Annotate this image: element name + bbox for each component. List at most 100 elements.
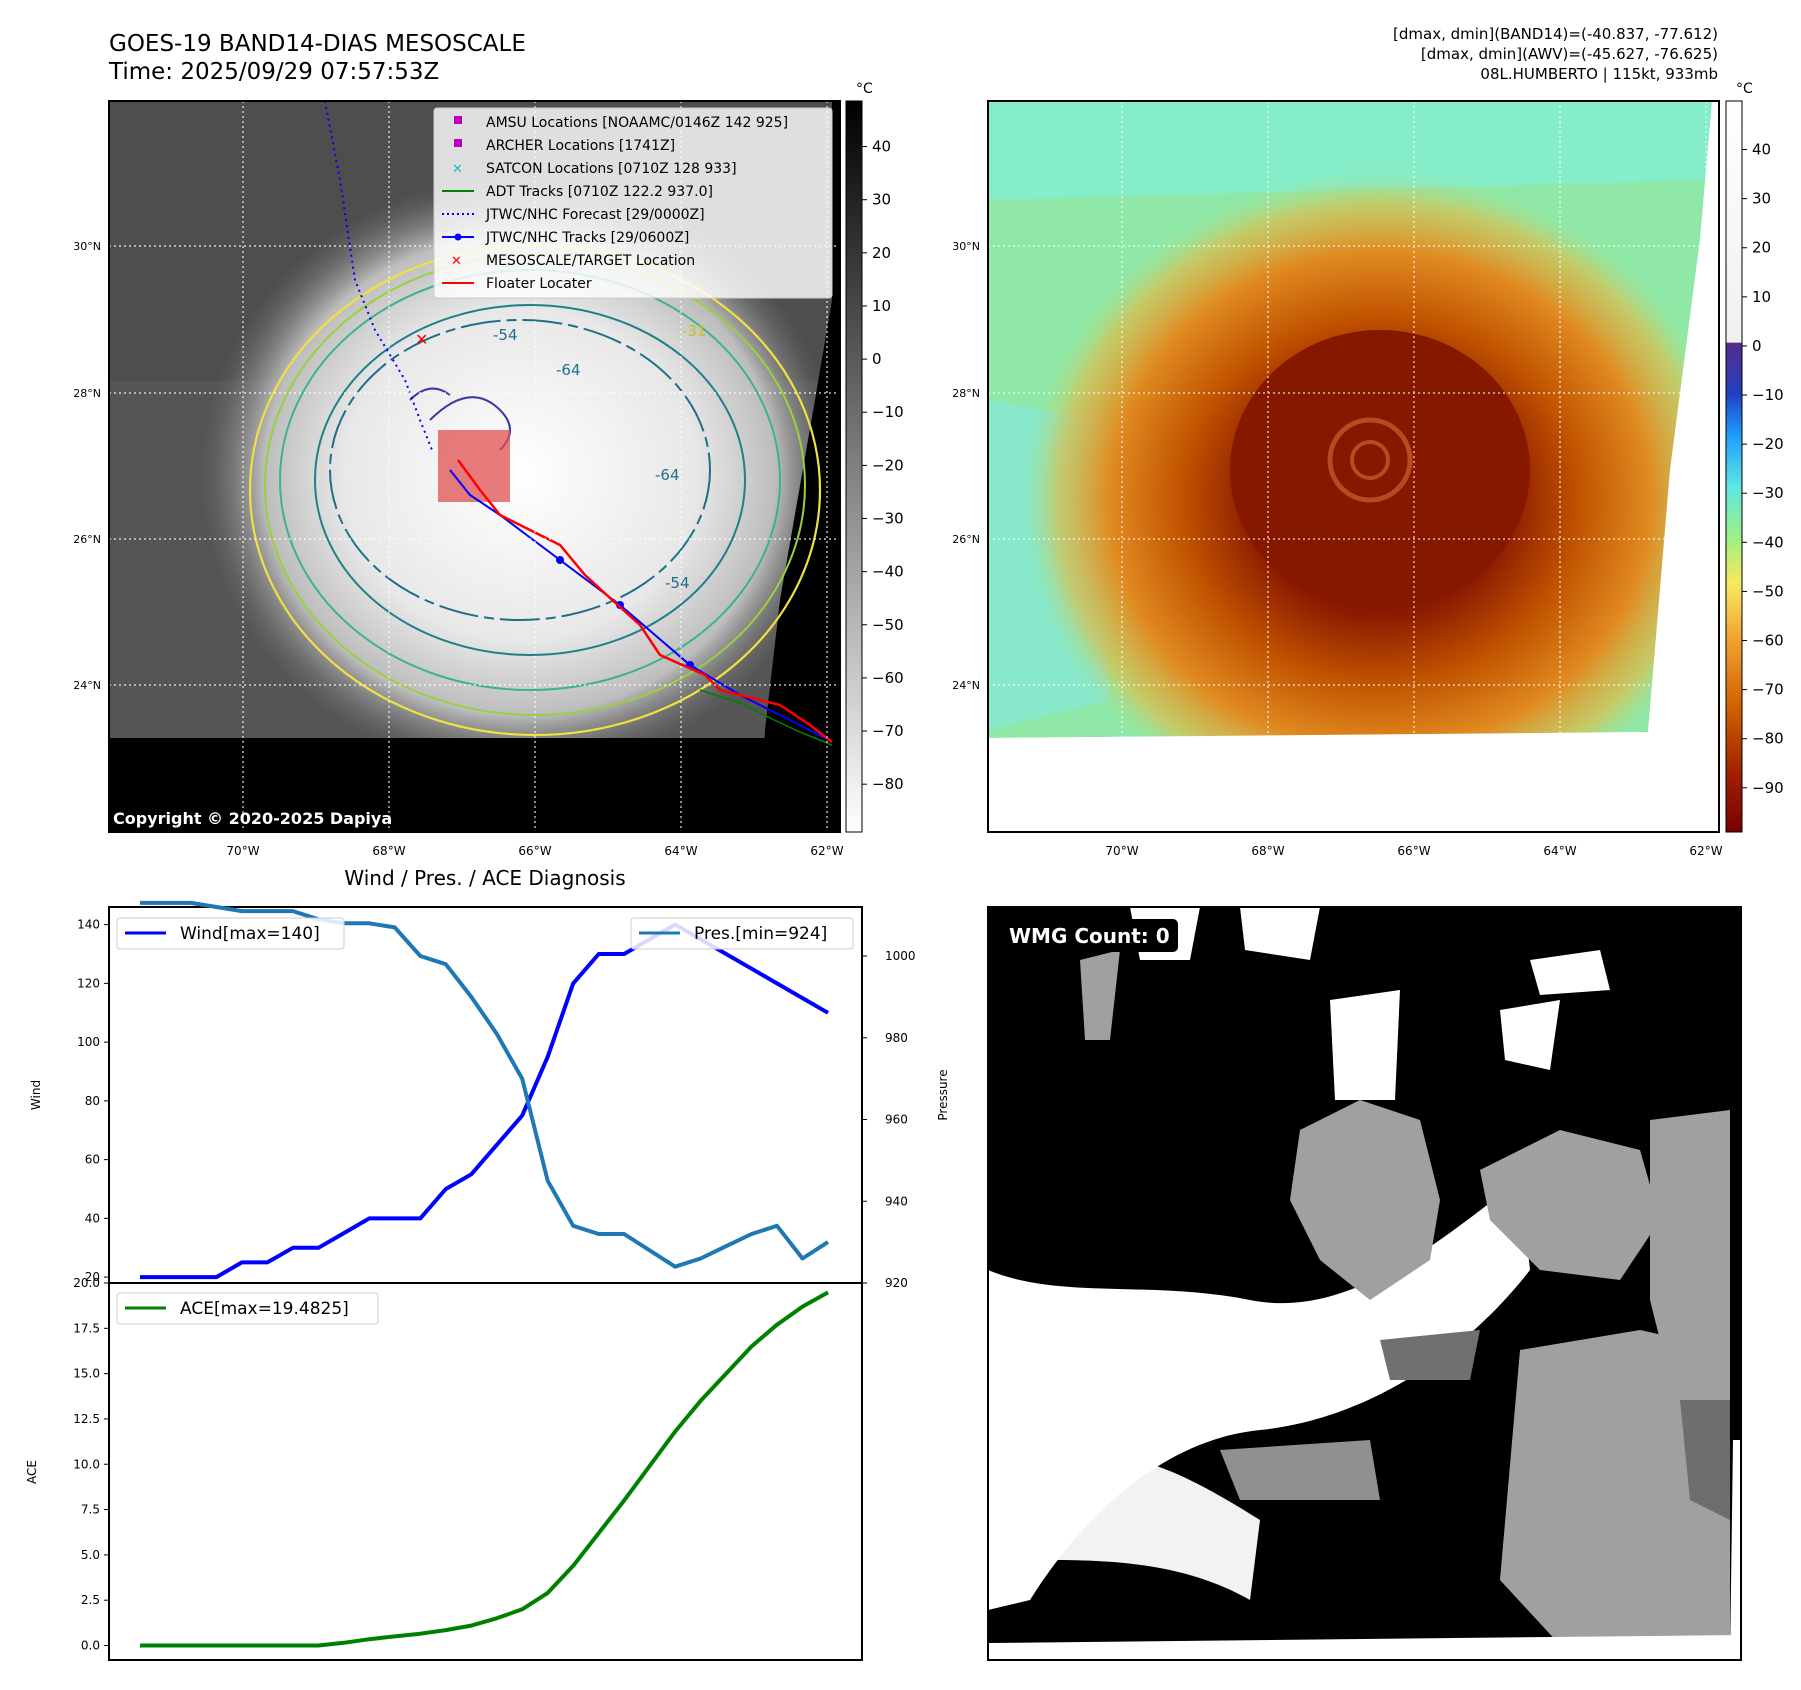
- lat-tick: 28°N: [952, 387, 980, 400]
- colorbar-tick-label: 10: [872, 297, 891, 315]
- colorbar-tick-label: −50: [1752, 582, 1784, 600]
- y-tick-label: 12.5: [73, 1412, 100, 1426]
- y-tick-label: 15.0: [73, 1367, 100, 1381]
- target-marker: ✕: [415, 330, 428, 349]
- lon-tick: 68°W: [1251, 844, 1284, 858]
- adt-track: [699, 689, 833, 746]
- contour-label: -64: [655, 466, 680, 484]
- ir-axis-labels: 70°W 68°W 66°W 64°W 62°W 30°N 28°N 26°N …: [73, 240, 843, 858]
- lon-tick: 62°W: [810, 844, 843, 858]
- lat-tick: 24°N: [73, 679, 101, 692]
- y-right-tick-label: 960: [885, 1113, 908, 1127]
- contour-label: -64: [556, 361, 581, 379]
- lat-tick: 26°N: [952, 533, 980, 546]
- copyright-text: Copyright © 2020-2025 Dapiya: [113, 809, 392, 828]
- ace-legend-label: ACE[max=19.4825]: [180, 1299, 349, 1319]
- ace-axis-label: ACE: [25, 1460, 39, 1484]
- lat-tick: 30°N: [73, 240, 101, 253]
- wind-legend-label: Wind[max=140]: [180, 924, 320, 944]
- target-marker-icon: ✕: [451, 254, 462, 269]
- floater-box: [438, 430, 510, 502]
- satcon-marker-icon: ✕: [452, 162, 463, 177]
- wind-pressure-chart: 20 40 60 80 100 120 140 920 940 960 980 1000 Wind P…: [29, 900, 950, 1290]
- wv-colorbar: °C 40 30 20 10 0 −10 −20 −30 −40 −50 −60 −70 −80 −90: [1725, 81, 1784, 833]
- wmg-label-box: [1002, 919, 1178, 952]
- pressure-legend-label: Pres.[min=924]: [694, 924, 827, 944]
- legend-entry: MESOSCALE/TARGET Location: [486, 253, 695, 269]
- series-line: [140, 1290, 829, 1648]
- lon-tick: 70°W: [1105, 844, 1138, 858]
- colorbar-tick-label: 10: [1752, 288, 1771, 306]
- colorbar-tick-label: −10: [872, 403, 904, 421]
- lon-tick: 70°W: [226, 844, 259, 858]
- colorbar-tick-label: −80: [1752, 730, 1784, 748]
- legend-entry: ADT Tracks [0710Z 122.2 937.0]: [486, 184, 713, 200]
- figure-time: Time: 2025/09/29 07:57:53Z: [108, 59, 439, 85]
- ir-legend: AMSU Locations [NOAAMC/0146Z 142 925] AR…: [433, 107, 833, 299]
- colorbar-tick-label: −40: [1752, 533, 1784, 551]
- colorbar-tick-label: 0: [1752, 337, 1762, 355]
- y-tick-label: 100: [77, 1035, 100, 1049]
- colorbar-tick-label: 0: [872, 350, 882, 368]
- legend-entry: JTWC/NHC Tracks [29/0600Z]: [485, 230, 689, 246]
- ir-colorbar: °C 40 30 20 10 0 −10 −20 −30 −40 −50 −60 −70 −80: [845, 81, 904, 833]
- stats-awv: [dmax, dmin](AWV)=(-45.627, -76.625): [1421, 45, 1718, 63]
- colorbar-tick-label: −90: [1752, 779, 1784, 797]
- wind-axis-label: Wind: [29, 1080, 43, 1110]
- legend-entry: ARCHER Locations [1741Z]: [486, 138, 675, 154]
- colorbar-unit: °C: [856, 81, 873, 97]
- colorbar-tick-label: −50: [872, 616, 904, 634]
- colorbar-tick-label: 40: [1752, 141, 1771, 159]
- y-right-tick-label: 940: [885, 1194, 908, 1208]
- floater-track: [456, 459, 833, 743]
- forecast-track: [324, 101, 433, 451]
- ace-chart: 0.0 2.5 5.0 7.5 10.0 12.5 15.0 17.5 20.0 ACE ACE…: [25, 1276, 863, 1661]
- y-right-tick-label: 1000: [885, 949, 916, 963]
- lat-tick: 24°N: [952, 679, 980, 692]
- y-tick-label: 2.5: [81, 1593, 100, 1607]
- lat-tick: 28°N: [73, 387, 101, 400]
- y-tick-label: 0.0: [81, 1639, 100, 1653]
- colorbar-tick-label: −10: [1752, 386, 1784, 404]
- colorbar-tick-label: −70: [872, 722, 904, 740]
- archer-marker-icon: [454, 139, 462, 147]
- legend-entry: JTWC/NHC Forecast [29/0000Z]: [485, 207, 705, 223]
- contour-label: -54: [493, 326, 518, 344]
- colorbar-tick-label: −30: [872, 510, 904, 528]
- colorbar-tick-label: −70: [1752, 681, 1784, 699]
- lon-tick: 64°W: [1543, 844, 1576, 858]
- y-tick-label: 60: [85, 1153, 100, 1167]
- y-tick-label: 10.0: [73, 1457, 100, 1471]
- lon-tick: 66°W: [518, 844, 551, 858]
- y-right-tick-label: 980: [885, 1031, 908, 1045]
- colorbar-tick-label: 20: [872, 244, 891, 262]
- colorbar-tick-label: −30: [1752, 484, 1784, 502]
- colorbar-tick-label: −60: [1752, 632, 1784, 650]
- lon-tick: 68°W: [372, 844, 405, 858]
- y-tick-label: 20.0: [73, 1276, 100, 1290]
- legend-entry: Floater Locater: [486, 276, 592, 292]
- y-tick-label: 40: [85, 1211, 100, 1225]
- legend-entry: SATCON Locations [0710Z 128 933]: [486, 161, 737, 177]
- lat-tick: 26°N: [73, 533, 101, 546]
- y-tick-label: 20: [85, 1270, 100, 1284]
- lon-tick: 64°W: [664, 844, 697, 858]
- colorbar-tick-label: −60: [872, 669, 904, 687]
- pressure-axis-label: Pressure: [936, 1069, 950, 1120]
- y-tick-label: 17.5: [73, 1321, 100, 1335]
- lat-tick: 30°N: [952, 240, 980, 253]
- track-dot-icon: [454, 233, 462, 241]
- contour-label: -31: [682, 322, 707, 340]
- y-tick-label: 120: [77, 976, 100, 990]
- colorbar-tick-label: −20: [872, 456, 904, 474]
- y-tick-label: 80: [85, 1094, 100, 1108]
- wv-panel: [988, 101, 1719, 832]
- y-tick-label: 140: [77, 918, 100, 932]
- legend-entry: AMSU Locations [NOAAMC/0146Z 142 925]: [486, 115, 788, 131]
- wv-axis-labels: 70°W 68°W 66°W 64°W 62°W 30°N 28°N 26°N …: [952, 240, 1722, 858]
- lon-tick: 62°W: [1689, 844, 1722, 858]
- series-line: [140, 900, 830, 1269]
- amsu-marker-icon: [454, 116, 462, 124]
- stats-storm: 08L.HUMBERTO | 115kt, 933mb: [1480, 65, 1718, 83]
